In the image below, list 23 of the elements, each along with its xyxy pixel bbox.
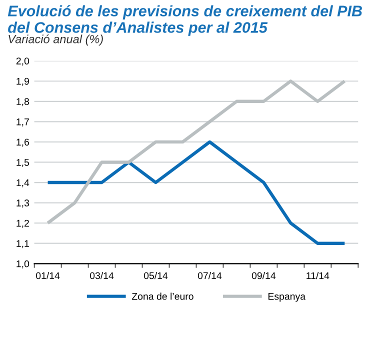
line-series xyxy=(46,140,346,245)
line-series xyxy=(46,80,346,225)
x-tick-label: 11/14 xyxy=(306,272,330,280)
x-tick-label: 05/14 xyxy=(144,272,168,280)
x-tick-label: 01/14 xyxy=(36,272,60,280)
y-tick-label: 1,7 xyxy=(16,118,29,126)
y-tick-label: 1,2 xyxy=(16,220,29,228)
x-tick-label: 07/14 xyxy=(198,272,222,280)
y-tick-label: 1,4 xyxy=(16,179,30,188)
y-tick-label: 1,6 xyxy=(16,138,30,147)
y-tick-label: 1,3 xyxy=(16,200,30,208)
y-tick-label: 1,8 xyxy=(16,98,30,106)
legend-label: Zona de l’euro xyxy=(132,292,194,300)
y-tick-label: 1,5 xyxy=(16,159,30,168)
x-tick-label: 09/14 xyxy=(252,272,276,280)
chart-subtitle: Variació anual (%) xyxy=(8,34,103,46)
legend-label: Espanya xyxy=(268,293,306,302)
y-tick-label: 2,0 xyxy=(16,58,30,66)
x-tick-label: 03/14 xyxy=(90,272,114,280)
y-tick-label: 1,0 xyxy=(16,260,30,268)
chart-title: Evolució de les previsions de creixement del PIB del Consens d’Analistes per al 2015 xyxy=(8,5,362,36)
y-tick-label: 1,9 xyxy=(16,78,29,86)
y-tick-label: 1,1 xyxy=(16,240,29,248)
